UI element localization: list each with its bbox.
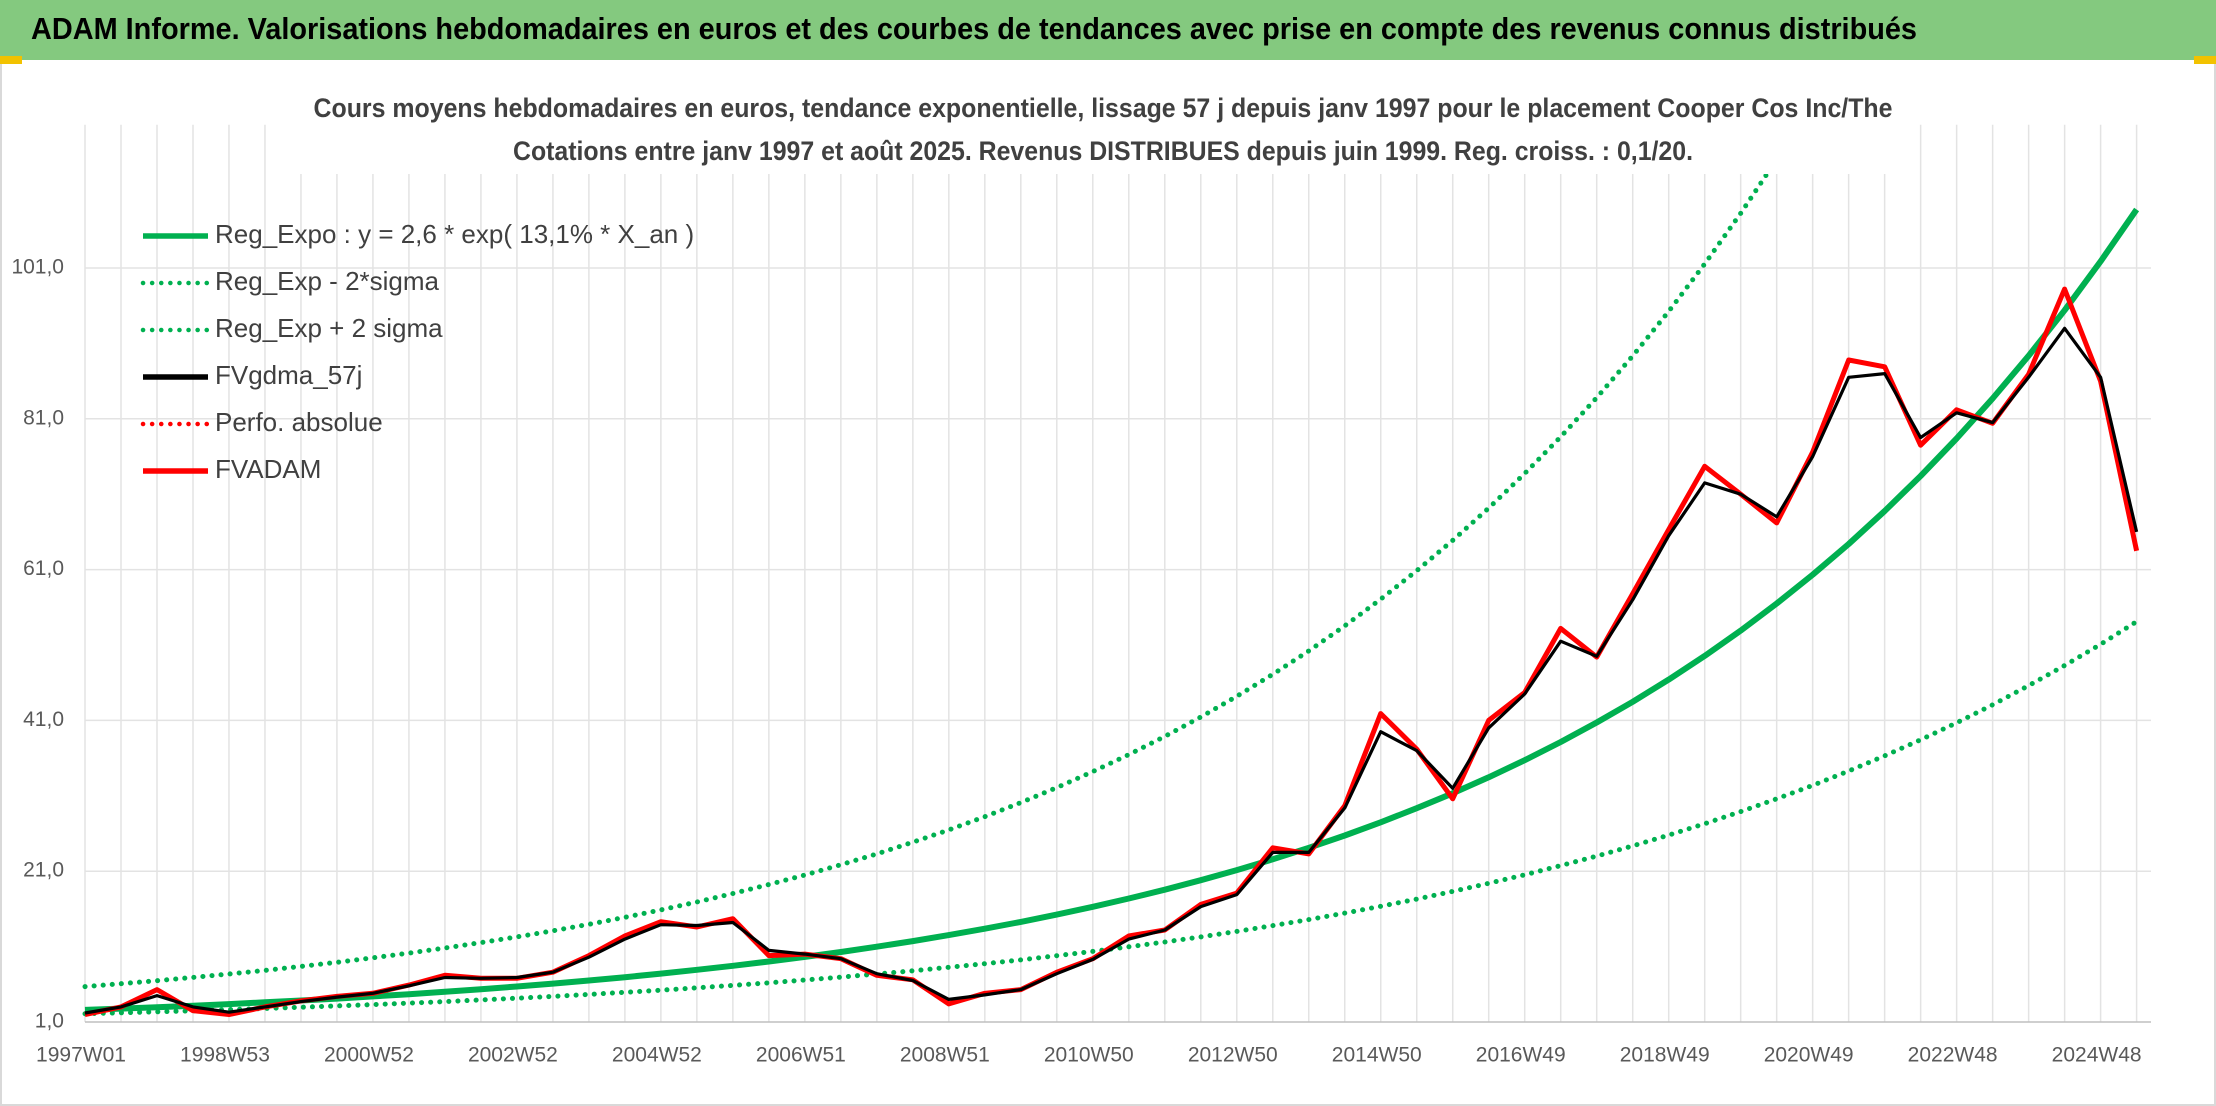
chart-frame — [0, 58, 2216, 1106]
x-tick-label: 2020W49 — [1764, 1044, 1854, 1067]
corner-mark — [0, 56, 22, 64]
header-title: ADAM Informe. Valorisations hebdomadaire… — [31, 11, 1917, 46]
legend-label: Reg_Expo : y = 2,6 * exp( 13,1% * X_an ) — [215, 219, 694, 249]
x-tick-label: 2008W51 — [900, 1044, 990, 1067]
x-tick-label: 2004W52 — [612, 1044, 702, 1067]
y-tick-label: 101,0 — [11, 256, 64, 279]
title-background — [300, 86, 1910, 174]
plot-series — [82, 124, 2140, 1017]
series-line — [84, 207, 2140, 1013]
y-tick-label: 21,0 — [23, 859, 64, 882]
legend: Reg_Expo : y = 2,6 * exp( 13,1% * X_an )… — [140, 219, 694, 484]
corner-mark — [2194, 56, 2216, 64]
x-tick-label: 2010W50 — [1044, 1044, 1134, 1067]
x-tick-label: 2016W49 — [1476, 1044, 1566, 1067]
axes: 1,0 21,0 41,0 61,0 81,0 101,0 1997W01 1998W53 20… — [11, 256, 2141, 1067]
x-tick-label: 2014W50 — [1332, 1044, 1422, 1067]
x-tick-label: 2000W52 — [324, 1044, 414, 1067]
legend-label: FVgdma_57j — [215, 360, 362, 390]
x-tick-label: 2018W49 — [1620, 1044, 1710, 1067]
header-bar — [0, 0, 2216, 60]
legend-label: Reg_Exp + 2 sigma — [215, 313, 443, 343]
y-tick-label: 41,0 — [23, 708, 64, 731]
series-line — [82, 124, 1802, 990]
chart-subtitle: Cotations entre janv 1997 et août 2025. … — [513, 136, 1693, 166]
grid — [84, 124, 2151, 1023]
x-tick-label: 2012W50 — [1188, 1044, 1278, 1067]
x-tick-label: 2024W48 — [2052, 1044, 2142, 1067]
chart-title: Cours moyens hebdomadaires en euros, ten… — [314, 93, 1893, 123]
x-tick-label: 2022W48 — [1908, 1044, 1998, 1067]
y-tick-label: 1,0 — [35, 1010, 64, 1033]
x-tick-label: 2002W52 — [468, 1044, 558, 1067]
legend-label: Perfo. absolue — [215, 407, 383, 437]
y-tick-label: 61,0 — [23, 557, 64, 580]
series-line — [84, 326, 2139, 1015]
y-tick-label: 81,0 — [23, 406, 64, 429]
legend-label: Reg_Exp - 2*sigma — [215, 266, 440, 296]
x-tick-label: 1998W53 — [180, 1044, 270, 1067]
x-tick-label: 2006W51 — [756, 1044, 846, 1067]
legend-label: FVADAM — [215, 454, 321, 484]
x-tick-label: 1997W01 — [36, 1044, 126, 1067]
